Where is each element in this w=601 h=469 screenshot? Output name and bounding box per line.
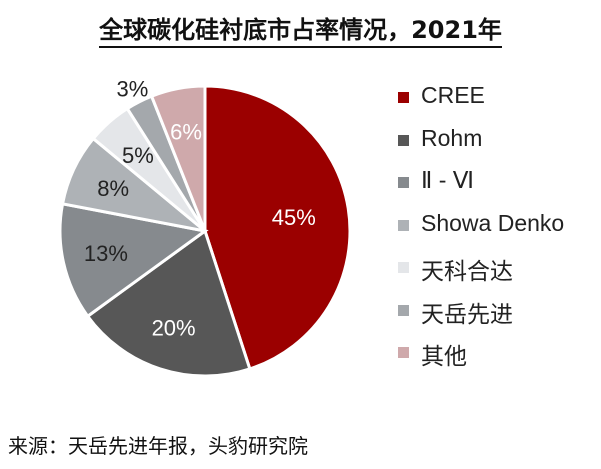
legend-swatch-2 [398, 177, 409, 188]
legend-label-3: Showa Denko [421, 209, 565, 236]
legend-swatch-4 [398, 262, 409, 273]
pie-data-label-4: 5% [122, 143, 154, 168]
chart-title-text: 全球碳化硅衬底市占率情况，2021年 [99, 16, 502, 48]
legend-label-0: CREE [421, 82, 485, 108]
legend-swatch-1 [398, 134, 409, 146]
legend-swatch-5 [398, 304, 409, 316]
pie-slice-2 [58, 202, 209, 319]
pie-data-label-0: 45% [272, 205, 316, 230]
legend-label-2: Ⅱ - Ⅵ [421, 167, 474, 193]
source-note: 来源：天岳先进年报，头豹研究院 [8, 434, 308, 458]
pie-data-label-6: 6% [170, 119, 202, 144]
chart-title: 全球碳化硅衬底市占率情况，2021年 [0, 10, 601, 48]
legend-label-4: 天科合达 [421, 258, 513, 284]
pie-slice-0 [203, 84, 352, 371]
legend-label-1: Rohm [421, 124, 483, 151]
legend-swatch-3 [398, 219, 409, 231]
pie-data-label-2: 13% [84, 241, 128, 266]
pie-data-label-1: 20% [152, 316, 196, 341]
pie-slice-1 [85, 228, 252, 378]
legend-swatch-0 [398, 92, 409, 103]
pie-data-label-3: 8% [97, 176, 129, 201]
legend-label-6: 其他 [421, 343, 467, 369]
legend-label-5: 天岳先进 [421, 300, 513, 327]
legend-swatch-6 [398, 347, 409, 358]
pie-slice-6 [149, 84, 207, 232]
pie-data-label-5: 3% [117, 76, 149, 101]
